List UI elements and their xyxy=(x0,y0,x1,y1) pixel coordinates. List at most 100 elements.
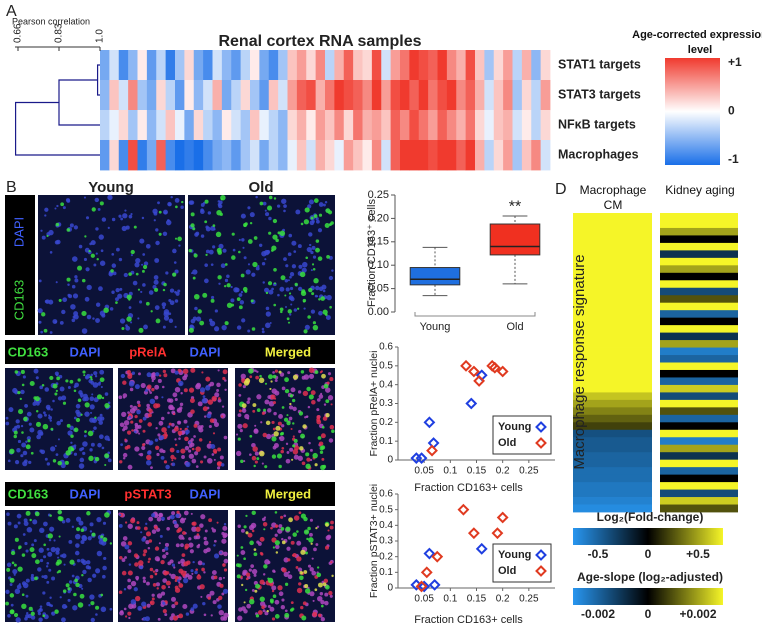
cell xyxy=(77,378,81,382)
cell xyxy=(297,244,302,249)
cell xyxy=(192,227,196,231)
cell xyxy=(238,383,242,387)
cell xyxy=(279,435,285,442)
cell xyxy=(92,382,99,388)
cell xyxy=(298,264,303,269)
cell xyxy=(281,567,287,573)
cell xyxy=(95,318,100,323)
cell xyxy=(316,572,322,578)
cell xyxy=(292,532,297,537)
cell xyxy=(325,315,331,321)
cell xyxy=(101,446,105,450)
cell xyxy=(255,583,261,589)
cell xyxy=(278,464,282,469)
cell xyxy=(177,561,181,565)
cell xyxy=(31,553,37,559)
heat-cell xyxy=(175,50,185,81)
stain-label: Merged xyxy=(265,344,311,359)
cell xyxy=(308,367,315,373)
cell xyxy=(30,451,34,455)
cell xyxy=(200,234,205,238)
cell xyxy=(302,261,308,268)
colorbar-title: Log₂(Fold-change) xyxy=(597,510,704,524)
cell xyxy=(30,615,36,620)
heat-cell xyxy=(175,80,185,111)
cell xyxy=(192,269,198,275)
cell xyxy=(133,225,137,229)
cell xyxy=(157,378,162,383)
cell xyxy=(131,603,137,609)
heat-cell xyxy=(203,50,213,81)
cell xyxy=(280,431,285,436)
heat-cell xyxy=(660,220,738,229)
cell xyxy=(23,416,28,422)
cell xyxy=(123,420,130,426)
cell xyxy=(16,424,21,429)
cell xyxy=(20,424,24,428)
heat-cell xyxy=(660,213,738,221)
cell xyxy=(276,453,282,459)
colorbar-tick-label: +0.5 xyxy=(686,547,710,561)
cell xyxy=(222,563,226,567)
cell xyxy=(162,554,167,559)
cell xyxy=(318,298,321,301)
cell xyxy=(119,422,125,427)
cell xyxy=(264,258,267,261)
cell xyxy=(9,577,15,583)
heat-cell xyxy=(573,369,652,378)
cell xyxy=(311,245,316,250)
cell xyxy=(98,420,103,425)
cell xyxy=(118,513,122,517)
y-tick-label: 0.25 xyxy=(368,189,389,201)
cell xyxy=(218,243,224,249)
cell xyxy=(24,459,28,464)
cell xyxy=(91,532,96,537)
heat-cell xyxy=(118,80,129,111)
cell xyxy=(43,543,46,547)
heat-cell xyxy=(137,140,148,171)
cell xyxy=(295,209,301,215)
cell xyxy=(119,318,126,324)
cell xyxy=(312,452,318,459)
x-tick-label: Old xyxy=(506,321,523,333)
cell xyxy=(152,570,156,573)
heat-cell xyxy=(353,80,363,111)
cell xyxy=(253,548,257,551)
cell xyxy=(224,263,228,266)
heat-cell xyxy=(278,110,288,141)
cell xyxy=(52,399,55,403)
x-axis-label: Fraction CD163+ cells xyxy=(414,482,523,494)
point xyxy=(467,527,480,540)
cell xyxy=(323,203,326,207)
cell xyxy=(251,510,256,515)
cell xyxy=(173,261,177,264)
cell xyxy=(148,557,151,561)
cell xyxy=(132,280,138,286)
cell xyxy=(249,453,252,457)
cell xyxy=(81,310,87,317)
cell xyxy=(285,442,289,446)
cell xyxy=(261,261,266,266)
cell xyxy=(183,419,188,424)
cell xyxy=(160,455,165,460)
cell xyxy=(58,535,61,538)
heat-cell xyxy=(573,429,652,438)
cell xyxy=(73,592,77,597)
cell xyxy=(193,435,196,438)
cell xyxy=(255,375,259,380)
cell xyxy=(127,541,133,546)
cell xyxy=(65,450,71,456)
heat-cell xyxy=(306,50,317,81)
cell xyxy=(34,576,38,581)
cell xyxy=(310,390,316,396)
cell xyxy=(247,206,251,210)
cell xyxy=(213,422,219,428)
cell xyxy=(91,393,94,396)
cell xyxy=(222,525,228,531)
cell xyxy=(299,446,304,451)
heat-cell xyxy=(660,325,738,333)
cell xyxy=(39,605,43,608)
cell xyxy=(155,427,158,430)
cell xyxy=(292,553,297,558)
cell xyxy=(280,605,286,610)
